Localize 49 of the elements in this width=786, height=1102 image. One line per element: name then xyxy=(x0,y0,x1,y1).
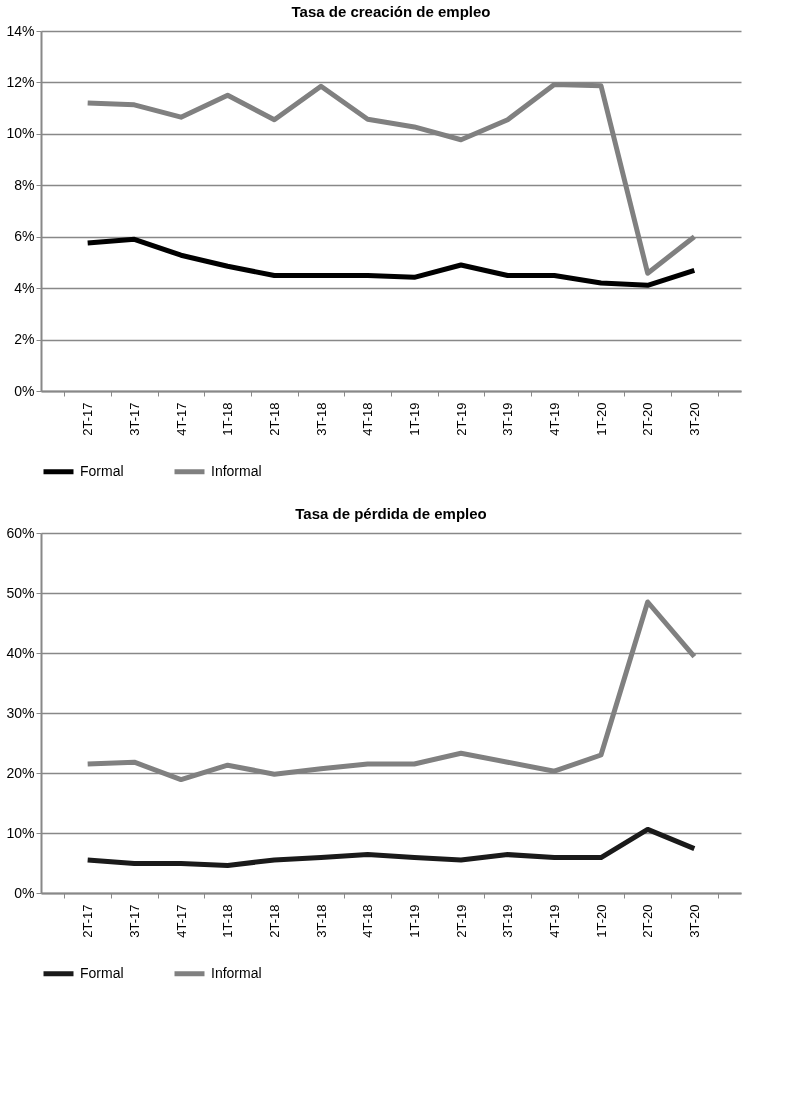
x-tick-label: 3T-17 xyxy=(126,904,142,938)
x-tick-label: 1T-18 xyxy=(220,402,236,436)
x-tick-label: 2T-19 xyxy=(453,402,469,436)
x-tick-label: 2T-20 xyxy=(640,402,656,436)
y-tick-label: 4% xyxy=(14,279,35,296)
x-tick-label: 3T-20 xyxy=(686,402,702,436)
x-tick-label: 4T-18 xyxy=(360,402,376,436)
x-tick-label: 3T-17 xyxy=(126,402,142,436)
y-tick-label: 10% xyxy=(6,125,35,142)
x-tick-label: 2T-20 xyxy=(640,904,656,938)
chart-title: Tasa de pérdida de empleo xyxy=(295,505,487,522)
chart-title: Tasa de creación de empleo xyxy=(291,3,491,20)
x-tick-label: 2T-18 xyxy=(266,402,282,436)
x-tick-label: 4T-17 xyxy=(173,904,189,938)
x-tick-label: 2T-18 xyxy=(266,904,282,938)
y-tick-label: 50% xyxy=(6,584,35,601)
y-tick-label: 14% xyxy=(6,22,35,39)
legend-label: Informal xyxy=(211,964,262,981)
y-tick-label: 6% xyxy=(14,228,35,245)
y-tick-label: 12% xyxy=(6,73,35,90)
x-tick-label: 3T-18 xyxy=(313,402,329,436)
x-tick-label: 2T-17 xyxy=(80,402,96,436)
y-tick-label: 30% xyxy=(6,704,35,721)
legend-label: Informal xyxy=(211,462,262,479)
y-tick-label: 0% xyxy=(14,884,35,901)
x-tick-label: 4T-19 xyxy=(546,904,562,938)
x-tick-label: 1T-19 xyxy=(406,402,422,436)
x-tick-label: 1T-19 xyxy=(406,904,422,938)
x-tick-label: 3T-20 xyxy=(686,904,702,938)
x-tick-label: 3T-18 xyxy=(313,904,329,938)
legend-label: Formal xyxy=(80,462,124,479)
x-tick-label: 1T-20 xyxy=(593,904,609,938)
x-tick-label: 3T-19 xyxy=(500,402,516,436)
y-tick-label: 40% xyxy=(6,644,35,661)
y-tick-label: 10% xyxy=(6,824,35,841)
y-tick-label: 0% xyxy=(14,382,35,399)
y-tick-label: 20% xyxy=(6,764,35,781)
x-tick-label: 2T-17 xyxy=(80,904,96,938)
x-tick-label: 3T-19 xyxy=(500,904,516,938)
x-tick-label: 4T-19 xyxy=(546,402,562,436)
x-tick-label: 1T-20 xyxy=(593,402,609,436)
x-tick-label: 1T-18 xyxy=(220,904,236,938)
x-tick-label: 2T-19 xyxy=(453,904,469,938)
y-tick-label: 60% xyxy=(6,524,35,541)
x-tick-label: 4T-18 xyxy=(360,904,376,938)
y-tick-label: 8% xyxy=(14,176,35,193)
y-tick-label: 2% xyxy=(14,331,35,348)
legend-label: Formal xyxy=(80,964,124,981)
x-tick-label: 4T-17 xyxy=(173,402,189,436)
